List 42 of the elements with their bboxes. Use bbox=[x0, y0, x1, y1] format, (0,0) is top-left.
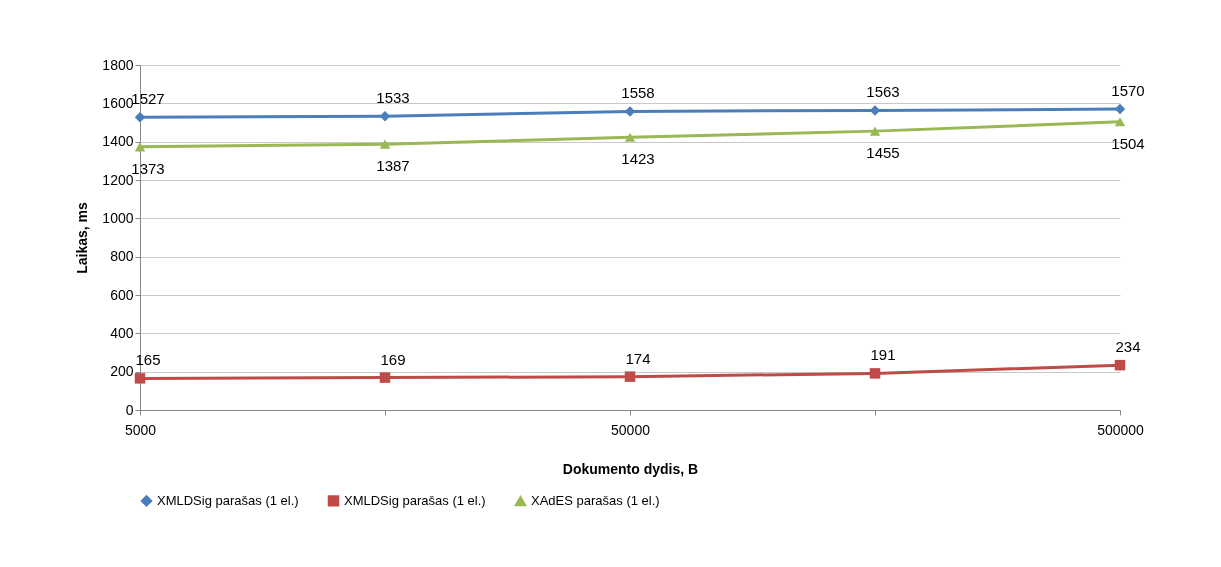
y-tick-label: 1800 bbox=[102, 56, 134, 73]
data-label: 165 bbox=[135, 351, 161, 369]
data-label: 169 bbox=[380, 350, 406, 368]
data-label: 234 bbox=[1115, 338, 1141, 356]
y-tick-label: 800 bbox=[110, 248, 134, 265]
point bbox=[134, 142, 146, 152]
x-tick-label: 5000 bbox=[124, 421, 157, 438]
y-tick-label: 400 bbox=[110, 324, 134, 341]
point bbox=[624, 132, 636, 142]
y-tick-label: 200 bbox=[110, 363, 134, 380]
data-label: 1533 bbox=[376, 89, 410, 107]
point bbox=[624, 371, 636, 382]
point bbox=[869, 368, 881, 379]
data-label: 1563 bbox=[866, 83, 900, 101]
data-label: 1570 bbox=[1111, 82, 1145, 100]
point bbox=[1114, 359, 1126, 371]
data-label: 1387 bbox=[376, 157, 410, 175]
y-tick-label: 1400 bbox=[102, 133, 134, 150]
x-axis-title: Dokumento dydis, B bbox=[562, 460, 699, 477]
data-label: 174 bbox=[625, 349, 651, 367]
data-label: 1558 bbox=[621, 84, 655, 102]
point bbox=[379, 139, 391, 149]
legend-label: XMLDSig parašas (1 el.) bbox=[157, 492, 299, 508]
point bbox=[134, 112, 146, 123]
y-tick-label: 1000 bbox=[102, 209, 134, 226]
y-tick-label: 600 bbox=[110, 286, 134, 303]
point bbox=[379, 110, 391, 122]
legend-label: XMLDSig parašas (1 el.) bbox=[344, 492, 486, 508]
point bbox=[869, 126, 881, 136]
data-label: 191 bbox=[870, 346, 896, 364]
x-tick-label: 500000 bbox=[1097, 421, 1145, 438]
point bbox=[1114, 117, 1126, 127]
data-label: 1504 bbox=[1111, 134, 1145, 152]
y-axis-title: Laikas, ms bbox=[74, 201, 91, 274]
y-tick-label: 1200 bbox=[102, 171, 134, 188]
legend-label: XAdES parašas (1 el.) bbox=[531, 493, 660, 509]
x-tick-label: 50000 bbox=[611, 421, 651, 438]
data-label: 1455 bbox=[866, 144, 900, 162]
point bbox=[134, 373, 146, 384]
y-tick-label: 0 bbox=[125, 401, 134, 418]
point bbox=[379, 372, 391, 383]
data-label: 1423 bbox=[621, 150, 655, 168]
